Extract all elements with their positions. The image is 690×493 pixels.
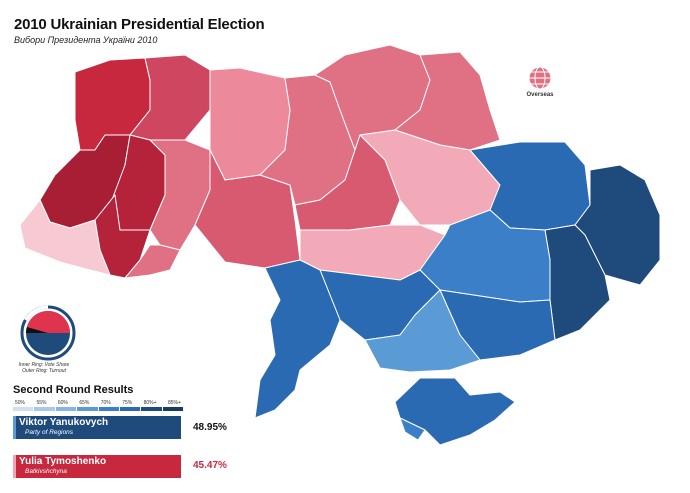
candidate-tymoshenko-bar[interactable]: Yulia Tymoshenko Batkivshchyna xyxy=(13,455,181,478)
candidate-party: Batkivshchyna xyxy=(25,468,67,475)
scale-label: 70% xyxy=(100,400,111,406)
scale-label: 65% xyxy=(79,400,90,406)
region-chernivtsi[interactable] xyxy=(124,244,181,279)
scale-label: 75% xyxy=(122,400,133,406)
scale-label: 50% xyxy=(15,400,26,406)
map-subtitle: Вибори Президента України 2010 xyxy=(14,35,158,45)
candidate-yanukovych-bar[interactable]: Viktor Yanukovych Party of Regions xyxy=(13,416,181,439)
candidate-accent xyxy=(13,416,16,439)
scale-label: 60% xyxy=(57,400,68,406)
ring-other-share xyxy=(26,327,48,333)
ring-inner-note: Inner Ring: Vote Share xyxy=(18,362,70,368)
scale-swatches xyxy=(13,407,183,411)
scale-label: 55% xyxy=(36,400,47,406)
ring-outer-note: Outer Ring: Turnout xyxy=(22,368,66,374)
ring-red-share xyxy=(26,311,70,333)
region-crimea[interactable] xyxy=(394,377,516,446)
region-luhansk[interactable] xyxy=(574,164,661,286)
scale-label: 85%+ xyxy=(167,400,181,406)
scale-labels: 50% 55% 60% 65% 70% 75% 80%+ 85%+ xyxy=(13,400,183,406)
candidate-party: Party of Regions xyxy=(25,429,74,436)
scale-swatch xyxy=(98,407,119,411)
scale-swatch xyxy=(13,407,34,411)
results-heading: Second Round Results xyxy=(13,384,134,396)
scale-swatch xyxy=(119,407,141,411)
region-zakarpattia[interactable] xyxy=(19,199,111,276)
scale-swatch xyxy=(34,407,55,411)
globe-icon xyxy=(528,66,552,90)
scale-swatch xyxy=(77,407,98,411)
candidate-name: Viktor Yanukovych xyxy=(19,417,109,428)
region-odesa[interactable] xyxy=(254,259,341,419)
candidate-accent xyxy=(13,455,16,478)
scale-label: 80%+ xyxy=(143,400,157,406)
ring-outer-gap xyxy=(24,305,49,321)
scale-swatch xyxy=(141,407,162,411)
overseas-label: Overseas xyxy=(526,92,554,98)
candidate-percent: 45.47% xyxy=(193,460,227,471)
ring-legend-note: Inner Ring: Vote Share Outer Ring: Turno… xyxy=(14,362,74,374)
region-sevastopol[interactable] xyxy=(399,417,426,441)
region-kherson[interactable] xyxy=(364,289,481,373)
color-scale: 50% 55% 60% 65% 70% 75% 80%+ 85%+ xyxy=(13,400,183,412)
candidate-name: Yulia Tymoshenko xyxy=(19,456,107,467)
scale-swatch xyxy=(162,407,183,411)
candidate-percent: 48.95% xyxy=(193,422,227,433)
map-title: 2010 Ukrainian Presidential Election xyxy=(14,16,265,33)
scale-swatch xyxy=(55,407,77,411)
ring-chart xyxy=(20,305,76,361)
